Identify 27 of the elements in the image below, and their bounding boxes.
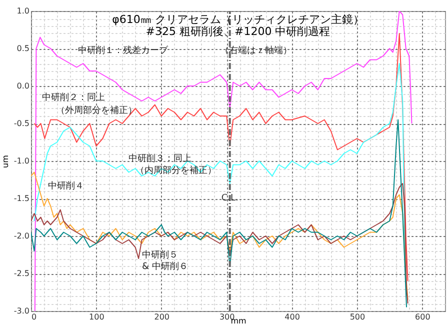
y-axis-title: um [0,154,10,168]
annotation: 中研削２：同上 [42,92,106,104]
annotation: & 中研削６ [142,261,188,272]
y-tick-label: -2.0 [14,232,30,240]
x-tick-label: 500 [350,312,366,322]
chart-title: φ610㎜ クリアセラム（リッチィクレチアン主鏡） [112,13,364,26]
annotation: 中研削４ [48,180,84,192]
y-tick-label: 1.0 [16,6,30,16]
line-series [34,11,412,311]
x-tick-label: 200 [154,312,170,322]
annotation: （外周部分を補正） [56,105,137,116]
x-tick-label: 100 [89,312,104,322]
text: #325 粗研削後、#1200 中研削過程 [146,25,330,38]
y-tick-label: -1.5 [14,194,30,203]
x-tick-label: 400 [284,312,300,322]
x-tick-label: 600 [415,312,430,322]
x-tick-label: 0 [32,312,37,322]
annotation: 中研削１：残差カーブ [78,45,169,56]
y-tick-label: -1.0 [14,156,30,166]
y-tick-label: -0.5 [14,119,30,128]
annotation: 中研削５ [142,250,178,261]
y-tick-label: 0.0 [16,82,30,90]
line-series [31,119,408,308]
y-tick-label: -2.5 [14,269,30,278]
annotation: 中研削３：同上 [128,153,192,164]
y-tick-label: 0.5 [16,44,30,53]
y-tick-label: -3.0 [14,306,30,316]
